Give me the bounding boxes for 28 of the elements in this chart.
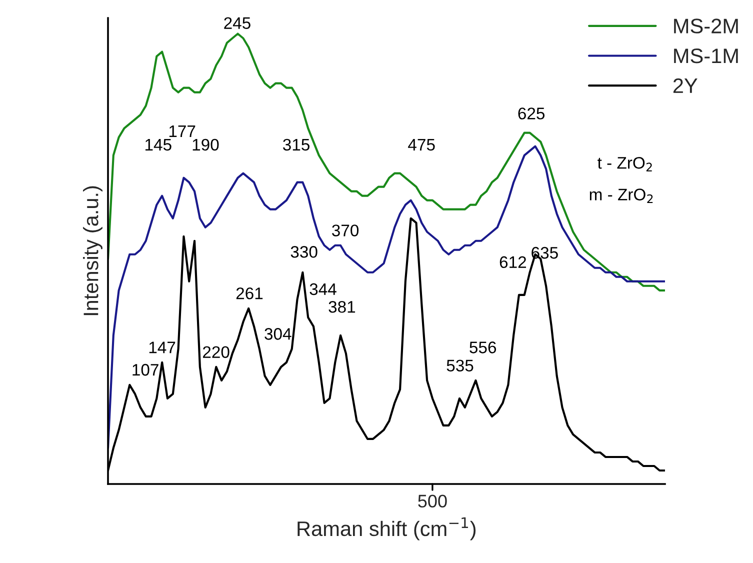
legend-label: MS-1M bbox=[674, 48, 738, 64]
annotation: 190 bbox=[192, 138, 219, 151]
annotation: 535 bbox=[446, 360, 474, 372]
annotation: 556 bbox=[470, 342, 496, 354]
x-axis-title: Raman shift (cm$^{−1}$) bbox=[298, 517, 476, 540]
legend-label: 2Y bbox=[673, 78, 698, 93]
annotation: 330 bbox=[290, 246, 318, 258]
annotation: 635 bbox=[532, 246, 558, 259]
annotation: m - ZrO$_{2}$ bbox=[590, 188, 653, 204]
annotation: 475 bbox=[408, 138, 435, 151]
annotation: 147 bbox=[149, 342, 176, 354]
annotation: 107 bbox=[132, 364, 158, 376]
annotation: 177 bbox=[169, 125, 196, 137]
annotation: 315 bbox=[283, 138, 310, 151]
annotation: 612 bbox=[500, 256, 526, 268]
annotation: 261 bbox=[236, 287, 263, 300]
annotation: 344 bbox=[310, 283, 336, 296]
text: 500 bbox=[418, 494, 447, 508]
annotation: 145 bbox=[146, 138, 172, 151]
annotation: 304 bbox=[264, 328, 292, 340]
annotation: 625 bbox=[518, 108, 545, 120]
annotation: 381 bbox=[328, 300, 356, 313]
annotation: t - ZrO$_{2}$ bbox=[598, 156, 652, 172]
legend-label: MS-2M bbox=[674, 18, 738, 34]
annotation: 370 bbox=[332, 224, 359, 236]
text: 245 bbox=[224, 17, 250, 29]
y-axis-title: Intensity (a.u.) bbox=[83, 186, 102, 316]
annotation: 220 bbox=[202, 346, 230, 358]
